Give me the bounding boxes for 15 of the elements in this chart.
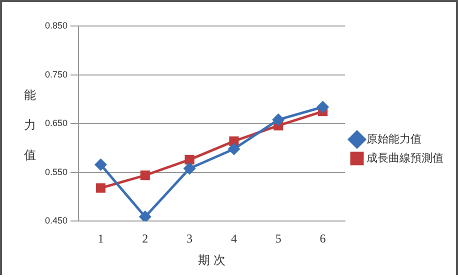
- x-tick-label: 5: [275, 232, 282, 246]
- y-tick-label: 0.650: [44, 118, 68, 128]
- y-tick-label: 0.450: [44, 216, 68, 226]
- x-tick-label: 1: [98, 232, 104, 246]
- y-tick-label: 0.750: [44, 69, 68, 80]
- x-tick-label: 4: [230, 232, 237, 246]
- x-tick-label: 2: [142, 232, 148, 246]
- x-tick-label: 6: [320, 232, 326, 246]
- legend-label: 成長曲線預測值: [366, 152, 444, 165]
- y-tick-label: 0.850: [44, 20, 68, 30]
- x-tick-label: 3: [186, 232, 193, 246]
- text: 能力值: [24, 88, 36, 162]
- y-tick-label: 0.550: [44, 166, 68, 177]
- x-axis-title: 期 次: [198, 253, 226, 268]
- legend-label: 原始能力值: [366, 132, 422, 146]
